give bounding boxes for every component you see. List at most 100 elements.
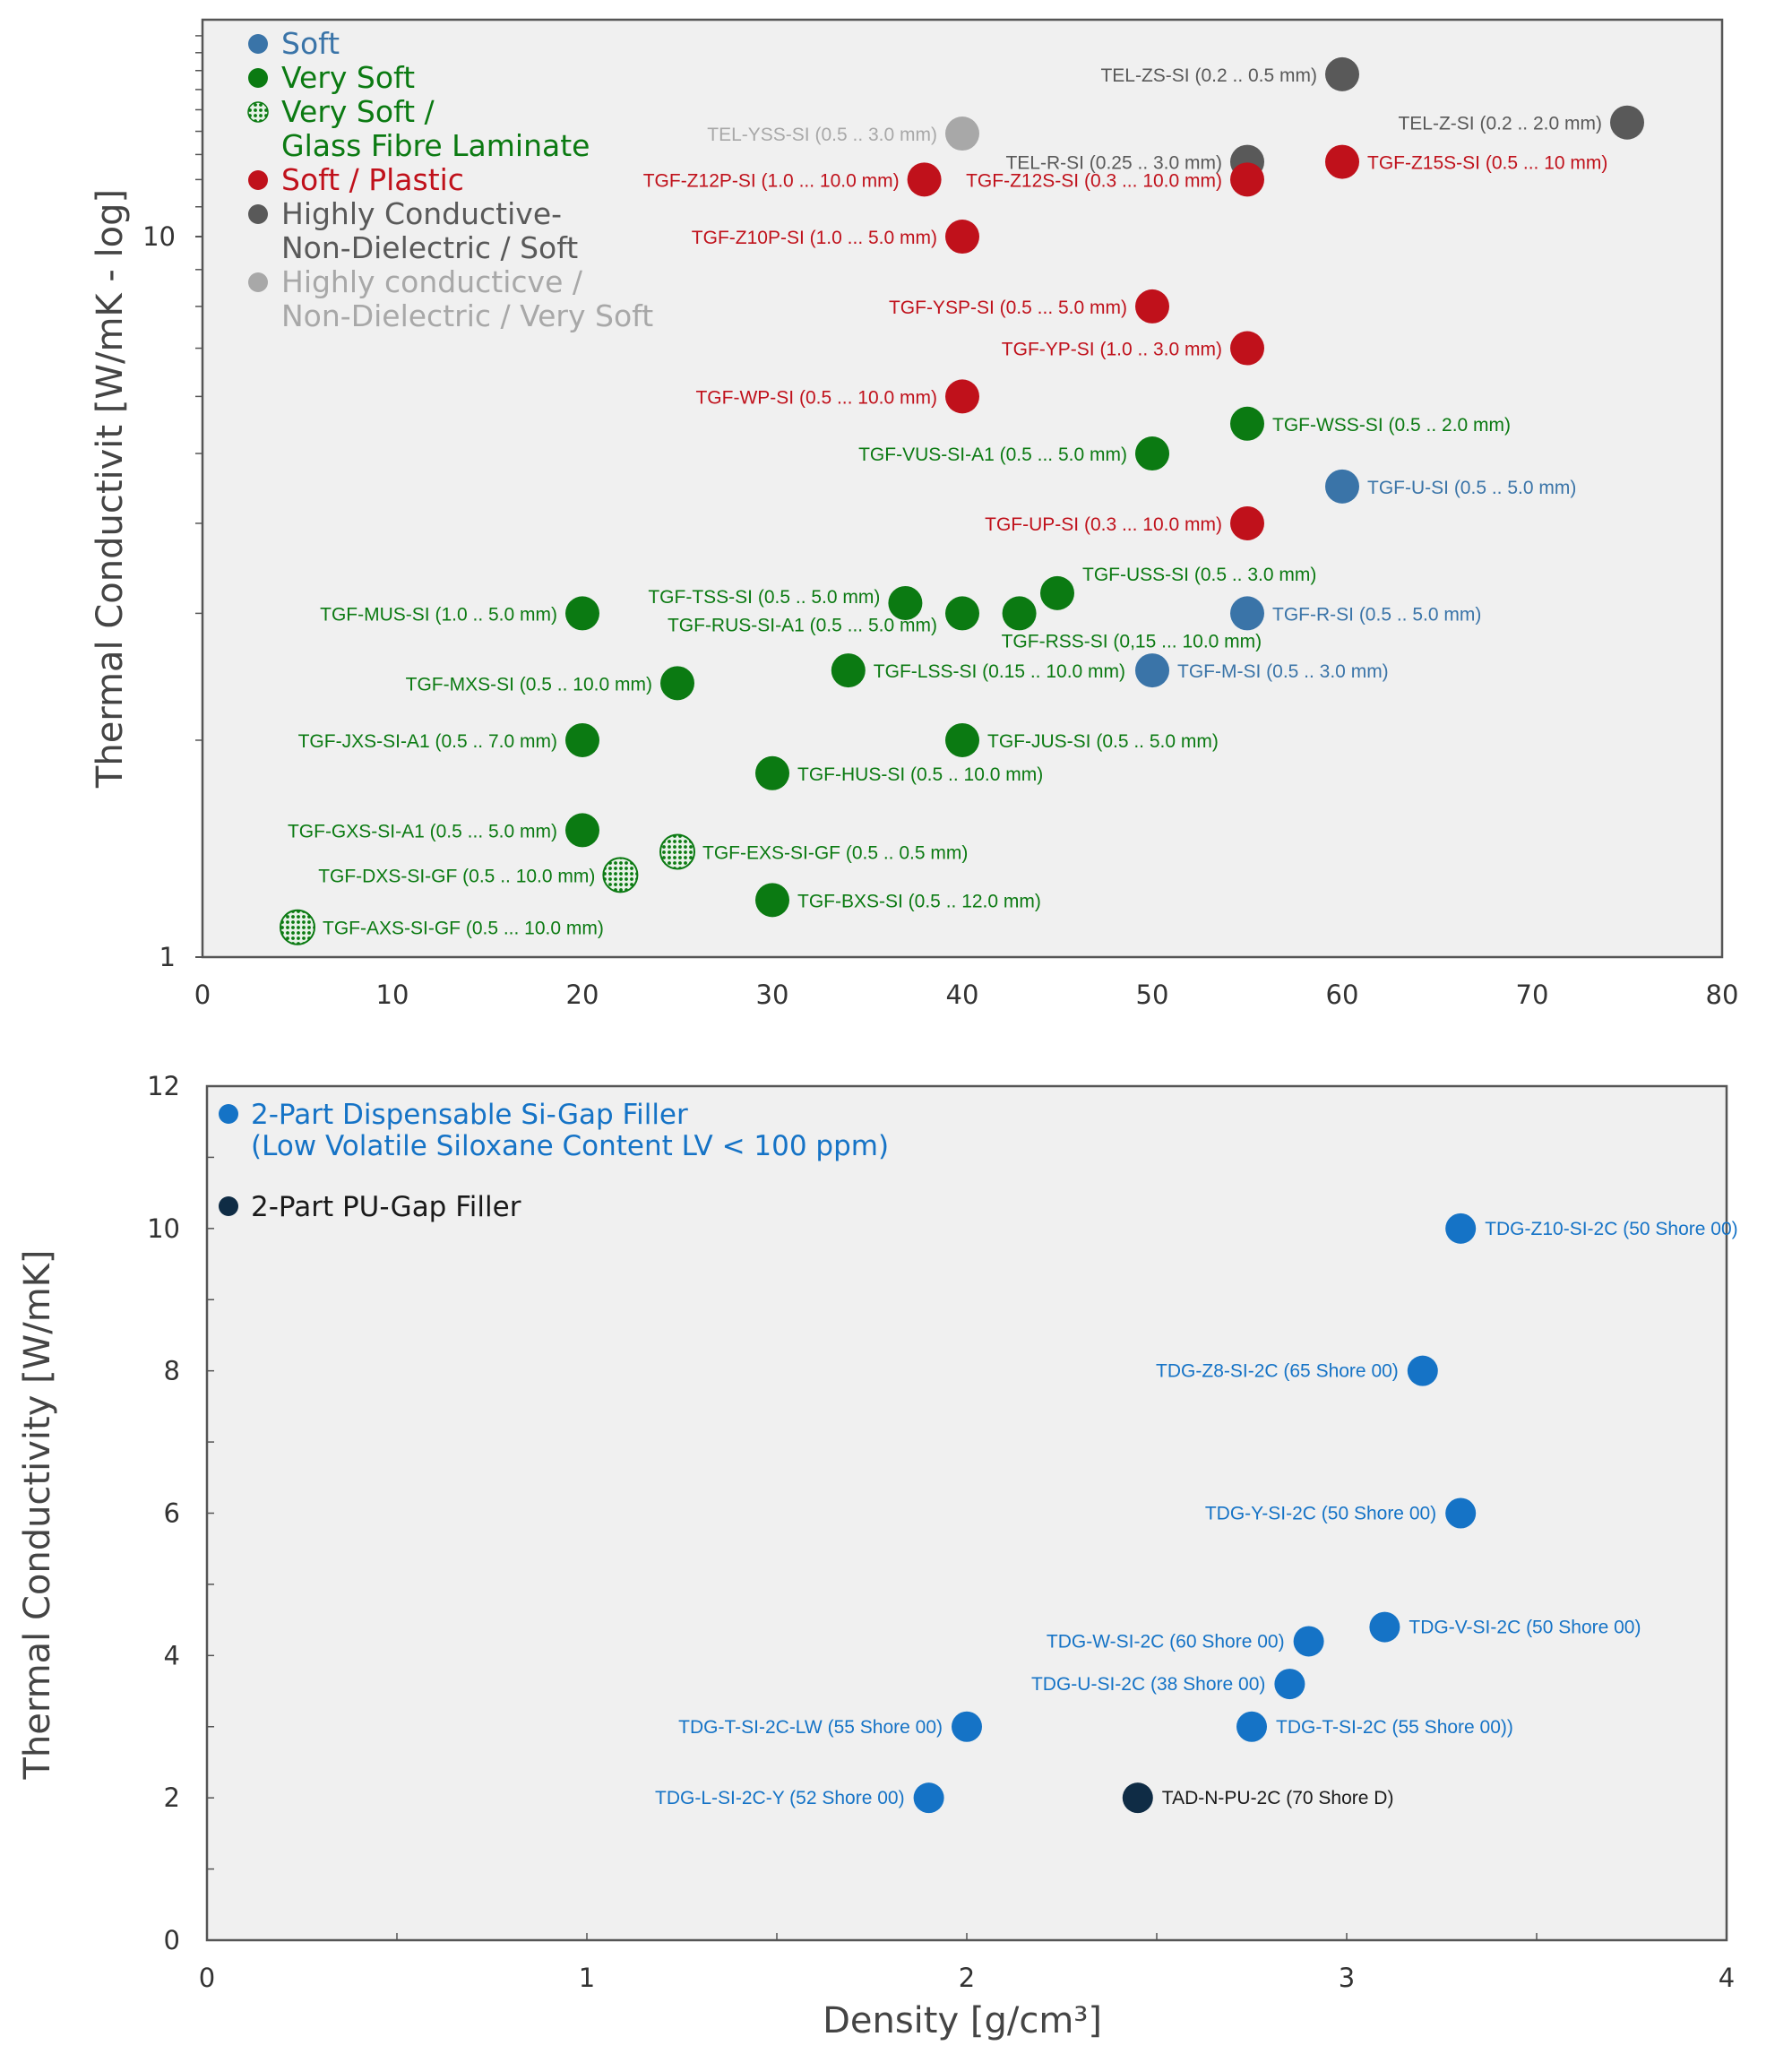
- bottom-x-tick-label: 1: [579, 1963, 595, 1993]
- legend-label-highly_conductive_very_soft: Non-Dielectric / Very Soft: [281, 298, 653, 333]
- top-data-point: [565, 596, 599, 631]
- legend-label-highly_conductive_very_soft: Highly conducticve /: [281, 264, 583, 299]
- legend-label-plastic: Soft / Plastic: [281, 162, 464, 197]
- top-data-label: TGF-RUS-SI-A1 (0.5 ... 5.0 mm): [668, 615, 937, 635]
- top-data-point: [660, 666, 694, 701]
- bottom-data-point: [1274, 1669, 1305, 1700]
- top-data-point: [755, 883, 789, 918]
- bottom-y-tick-label: 6: [164, 1498, 180, 1529]
- top-y-tick-label: 1: [159, 942, 176, 972]
- top-data-label: TGF-Z12P-SI (1.0 ... 10.0 mm): [643, 170, 900, 191]
- top-data-label: TGF-MXS-SI (0.5 .. 10.0 mm): [406, 674, 652, 695]
- top-data-label: TGF-U-SI (0.5 .. 5.0 mm): [1367, 478, 1576, 498]
- top-data-label: TGF-HUS-SI (0.5 .. 10.0 mm): [797, 764, 1043, 785]
- bottom-data-points: [913, 1213, 1477, 1814]
- top-data-point: [1002, 596, 1037, 631]
- bottom-data-point: [1445, 1497, 1477, 1529]
- top-data-label: TGF-Z15S-SI (0.5 ... 10 mm): [1367, 153, 1607, 174]
- bottom-data-point: [1445, 1213, 1477, 1244]
- top-x-tick-label: 80: [1706, 980, 1739, 1010]
- top-data-label: TGF-BXS-SI (0.5 .. 12.0 mm): [797, 891, 1041, 911]
- legend-label-dispensable: 2-Part Dispensable Si-Gap Filler: [251, 1099, 688, 1131]
- top-data-labels: TEL-ZS-SI (0.2 .. 0.5 mm) TEL-Z-SI (0.2 .…: [288, 65, 1607, 939]
- bottom-data-point: [1369, 1611, 1400, 1643]
- bottom-x-tick-label: 0: [199, 1963, 215, 1993]
- legend-marker-highly_conductive: [248, 204, 268, 224]
- top-data-label: TGF-EXS-SI-GF (0.5 .. 0.5 mm): [702, 843, 968, 864]
- top-x-tick-label: 70: [1516, 980, 1549, 1010]
- top-data-label: TGF-R-SI (0.5 .. 5.0 mm): [1272, 604, 1481, 625]
- top-data-label: TGF-DXS-SI-GF (0.5 .. 10.0 mm): [318, 866, 595, 886]
- top-data-point: [1230, 162, 1264, 197]
- top-y-axis-title: Thermal Conductivit [W/mK - log]: [90, 189, 131, 789]
- bottom-data-label: TAD-N-PU-2C (70 Shore D): [1162, 1788, 1394, 1808]
- bottom-y-tick-label: 10: [147, 1213, 180, 1244]
- top-data-point: [888, 585, 923, 620]
- top-axis-ticks: 0 10 20 30 40 50 60 70 80 1 10: [142, 35, 1739, 1010]
- top-data-point: [945, 722, 979, 757]
- top-data-point: [1135, 289, 1169, 324]
- top-data-point: [565, 722, 599, 757]
- legend-label-highly_conductive: Highly Conductive-: [281, 196, 562, 231]
- top-data-label: TEL-ZS-SI (0.2 .. 0.5 mm): [1100, 65, 1317, 86]
- top-data-point: [945, 379, 979, 414]
- top-data-label: TGF-MUS-SI (1.0 .. 5.0 mm): [320, 604, 557, 625]
- bottom-data-label: TDG-L-SI-2C-Y (52 Shore 00): [655, 1788, 905, 1808]
- top-x-tick-label: 40: [946, 980, 979, 1010]
- top-data-point: [1230, 505, 1264, 540]
- legend-label-soft: Soft: [281, 26, 340, 61]
- bottom-data-point: [1407, 1355, 1438, 1386]
- bottom-data-label: TDG-Z10-SI-2C (50 Shore 00): [1485, 1219, 1737, 1239]
- bottom-data-point: [1236, 1711, 1267, 1742]
- legend-label-very_soft: Very Soft: [281, 60, 415, 95]
- top-data-point: [1325, 56, 1359, 91]
- bottom-data-label: TDG-T-SI-2C (55 Shore 00)): [1276, 1717, 1513, 1738]
- bottom-data-label: TDG-T-SI-2C-LW (55 Shore 00): [678, 1717, 943, 1738]
- legend-label-very_soft_gf: Very Soft /: [281, 94, 435, 129]
- top-x-tick-label: 50: [1136, 980, 1169, 1010]
- top-data-point: [755, 755, 789, 790]
- top-data-label: TEL-Z-SI (0.2 .. 2.0 mm): [1398, 114, 1602, 134]
- top-data-point: [280, 909, 315, 945]
- top-data-label: TGF-YP-SI (1.0 .. 3.0 mm): [1002, 340, 1222, 360]
- top-data-label: TGF-RSS-SI (0,15 ... 10.0 mm): [1002, 631, 1262, 652]
- top-data-point: [1230, 331, 1264, 366]
- bottom-y-tick-label: 8: [164, 1356, 180, 1386]
- top-data-label: TGF-UP-SI (0.3 ... 10.0 mm): [985, 514, 1222, 535]
- top-data-point: [1135, 653, 1169, 688]
- bottom-data-labels: TDG-Z10-SI-2C (50 Shore 00) TDG-Z8-SI-2C …: [655, 1219, 1738, 1808]
- bottom-x-axis-title: Density [g/cm³]: [823, 2000, 1102, 2041]
- top-x-tick-label: 30: [756, 980, 789, 1010]
- top-data-label: TGF-LSS-SI (0.15 .. 10.0 mm): [874, 661, 1125, 682]
- top-data-point: [907, 162, 942, 197]
- top-x-tick-label: 10: [376, 980, 409, 1010]
- legend-marker-highly_conductive_very_soft: [248, 272, 268, 292]
- bottom-y-tick-label: 2: [164, 1782, 180, 1813]
- top-data-label: TGF-JUS-SI (0.5 .. 5.0 mm): [987, 731, 1219, 752]
- top-x-tick-label: 20: [566, 980, 599, 1010]
- legend-label-very_soft_gf: Glass Fibre Laminate: [281, 128, 590, 163]
- top-data-label: TGF-WP-SI (0.5 ... 10.0 mm): [695, 387, 937, 408]
- top-chart: 0 10 20 30 40 50 60 70 80 1 10 TEL-ZS-SI (0.2 .. 0…: [90, 18, 1739, 1010]
- bottom-x-tick-label: 3: [1339, 1963, 1355, 1993]
- top-data-point: [945, 596, 979, 631]
- legend-label-highly_conductive: Non-Dielectric / Soft: [281, 230, 578, 265]
- legend-label-dispensable: (Low Volatile Siloxane Content LV < 100 …: [251, 1130, 889, 1162]
- top-data-point: [1230, 406, 1264, 441]
- top-data-point: [1610, 105, 1644, 140]
- top-data-point: [1325, 144, 1359, 179]
- bottom-data-point: [913, 1782, 944, 1814]
- bottom-y-tick-label: 4: [164, 1640, 180, 1670]
- top-data-point: [945, 117, 979, 151]
- top-data-point: [565, 813, 599, 848]
- top-data-label: TGF-USS-SI (0.5 .. 3.0 mm): [1082, 565, 1316, 585]
- top-data-point: [602, 857, 639, 893]
- bottom-legend: 2-Part Dispensable Si-Gap Filler(Low Vol…: [219, 1099, 889, 1223]
- bottom-y-tick-label: 12: [147, 1071, 180, 1101]
- legend-marker-very_soft_gf: [247, 101, 269, 123]
- bottom-x-tick-label: 4: [1719, 1963, 1735, 1993]
